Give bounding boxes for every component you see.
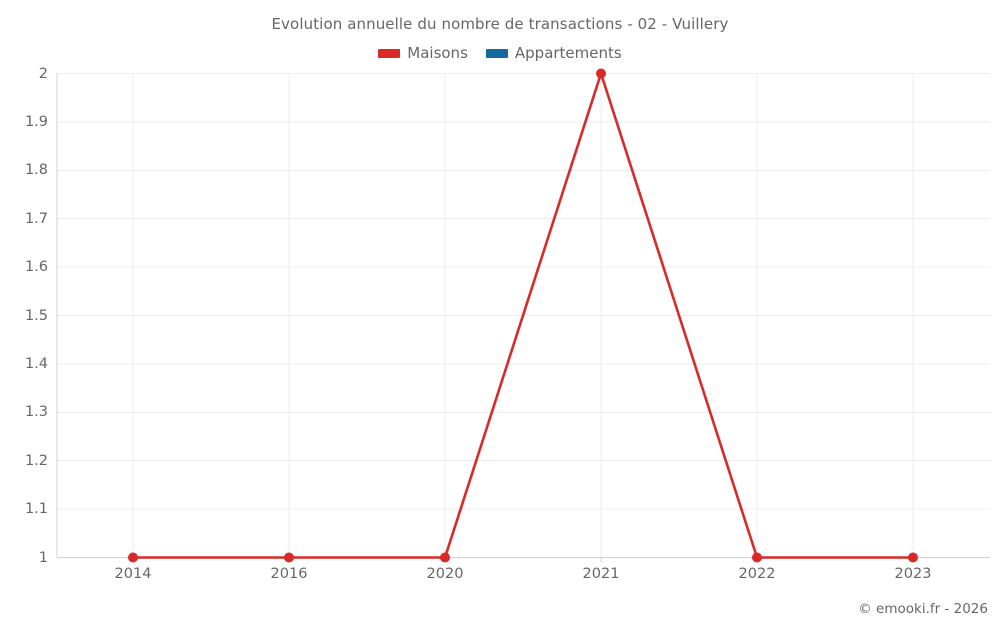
series-markers bbox=[128, 68, 918, 563]
y-axis-tick-label: 1.9 bbox=[24, 113, 48, 130]
x-axis-tick-label: 2023 bbox=[894, 566, 932, 582]
y-axis-labels: 1 1.1 1.2 1.3 1.4 1.5 1.6 1.7 1.8 1.9 2 bbox=[0, 0, 48, 625]
legend-label-appartements: Appartements bbox=[514, 44, 622, 62]
data-point-marker[interactable] bbox=[440, 552, 450, 563]
y-axis-tick-label: 1.4 bbox=[24, 355, 48, 372]
footer-credit: © emooki.fr - 2026 bbox=[858, 601, 988, 617]
legend-swatch-maisons bbox=[378, 48, 401, 58]
legend-label-maisons: Maisons bbox=[407, 44, 468, 62]
series-line-maisons bbox=[133, 69, 913, 559]
series-lines bbox=[133, 69, 913, 559]
legend-item-appartements[interactable]: Appartements bbox=[485, 44, 622, 62]
x-axis-tick-label: 2022 bbox=[738, 566, 776, 582]
data-point-marker[interactable] bbox=[908, 552, 918, 563]
legend-item-maisons[interactable]: Maisons bbox=[378, 44, 468, 62]
y-axis-tick-label: 1 bbox=[38, 549, 48, 566]
x-axis-tick-label: 2021 bbox=[582, 566, 620, 582]
y-axis-tick-label: 1.6 bbox=[24, 259, 48, 276]
data-point-marker[interactable] bbox=[596, 68, 606, 79]
data-point-marker[interactable] bbox=[284, 552, 294, 563]
x-axis-tick-label: 2020 bbox=[426, 566, 464, 582]
legend-swatch-appartements bbox=[485, 48, 508, 58]
y-axis-tick-label: 1.8 bbox=[24, 162, 48, 179]
y-axis-tick-label: 2 bbox=[38, 65, 48, 82]
data-point-marker[interactable] bbox=[128, 552, 138, 563]
x-axis-tick-label: 2016 bbox=[270, 566, 308, 582]
y-axis-tick-label: 1.2 bbox=[24, 452, 48, 469]
chart-title: Evolution annuelle du nombre de transact… bbox=[271, 15, 729, 33]
y-axis-tick-label: 1.7 bbox=[24, 210, 48, 227]
y-axis-tick-label: 1.1 bbox=[24, 501, 48, 518]
data-point-marker[interactable] bbox=[752, 552, 762, 563]
y-axis-tick-label: 1.5 bbox=[24, 307, 48, 324]
chart-legend: Maisons Appartements bbox=[0, 44, 1000, 62]
y-axis-tick-label: 1.3 bbox=[24, 404, 48, 421]
x-axis-tick-label: 2014 bbox=[114, 566, 152, 582]
